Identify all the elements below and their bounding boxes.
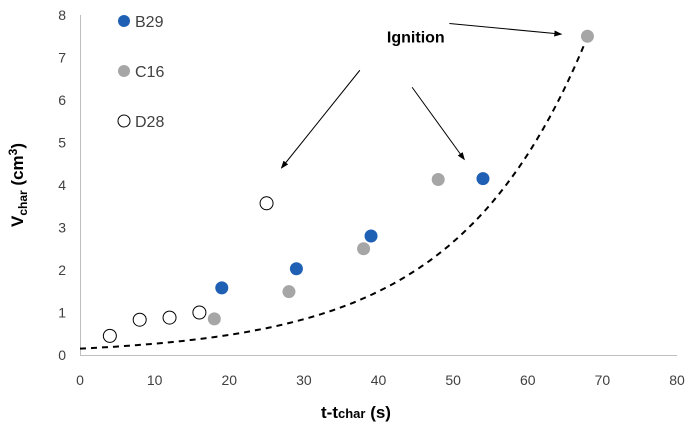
point-d28 xyxy=(102,328,117,343)
y-tick-label: 2 xyxy=(58,262,66,278)
legend-marker-b29 xyxy=(118,15,130,27)
x-tick-label: 10 xyxy=(147,372,163,388)
annotation-arrow xyxy=(411,86,465,161)
annotation-label: Ignition xyxy=(387,29,445,46)
y-axis-title-sup: 3 xyxy=(6,148,20,155)
point-b29 xyxy=(476,172,490,186)
x-tick-label: 0 xyxy=(76,372,84,388)
point-b29 xyxy=(364,229,378,243)
x-axis-title-unit: (s) xyxy=(365,403,391,422)
x-axis: 0 10 20 30 40 50 60 70 80 xyxy=(76,355,685,388)
point-c16 xyxy=(431,172,445,186)
x-tick-label: 50 xyxy=(445,372,461,388)
data-points xyxy=(102,29,594,343)
x-tick-label: 20 xyxy=(221,372,237,388)
point-c16 xyxy=(580,29,594,43)
x-tick-label: 70 xyxy=(595,372,611,388)
y-axis-title-sub: char xyxy=(16,190,30,216)
x-tick-label: 60 xyxy=(520,372,536,388)
legend-label-b29: B29 xyxy=(135,14,164,31)
legend: B29 C16 D28 xyxy=(117,14,164,131)
trendline xyxy=(79,36,589,350)
y-axis-title-main: V xyxy=(8,215,27,227)
y-axis-title: Vchar (cm3) xyxy=(6,143,30,227)
legend-label-d28: D28 xyxy=(135,114,164,131)
y-axis: 0 1 2 3 4 5 6 7 8 xyxy=(58,7,81,363)
y-tick-label: 5 xyxy=(58,135,66,151)
point-d28 xyxy=(162,310,177,325)
point-c16 xyxy=(357,242,371,256)
point-d28 xyxy=(132,312,147,327)
x-axis-title-sub: char xyxy=(338,406,365,421)
point-b29 xyxy=(215,281,229,295)
point-d28 xyxy=(259,196,274,211)
point-b29 xyxy=(289,262,303,276)
annotation-arrow xyxy=(280,69,361,169)
y-tick-label: 6 xyxy=(58,92,66,108)
x-axis-title: t-tchar (s) xyxy=(321,403,391,422)
y-tick-label: 7 xyxy=(58,50,66,66)
x-axis-title-main: t-t xyxy=(321,403,338,422)
legend-marker-c16 xyxy=(118,65,130,77)
x-tick-label: 80 xyxy=(669,372,685,388)
y-tick-label: 1 xyxy=(58,305,66,321)
y-tick-label: 0 xyxy=(58,347,66,363)
x-tick-label: 30 xyxy=(296,372,312,388)
annotations: Ignition xyxy=(280,23,563,169)
y-axis-title-close: ) xyxy=(8,143,27,149)
annotation-arrow xyxy=(449,23,563,37)
y-tick-label: 8 xyxy=(58,7,66,23)
point-d28 xyxy=(192,305,207,320)
x-tick-label: 40 xyxy=(371,372,387,388)
legend-label-c16: C16 xyxy=(135,64,164,81)
y-tick-label: 3 xyxy=(58,220,66,236)
legend-marker-d28 xyxy=(117,114,131,128)
y-axis-title-unit: (cm xyxy=(8,155,27,190)
y-tick-label: 4 xyxy=(58,177,66,193)
point-c16 xyxy=(282,285,296,299)
point-c16 xyxy=(207,312,221,326)
